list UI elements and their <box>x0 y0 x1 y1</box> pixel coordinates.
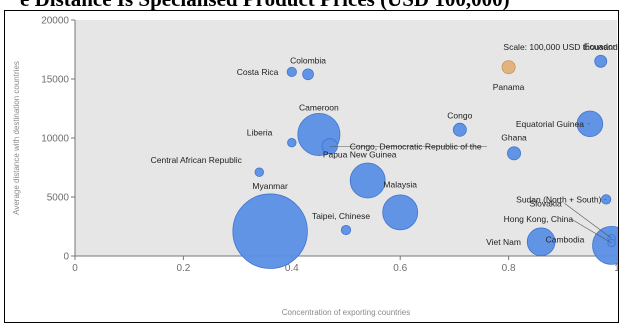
bubble <box>254 167 264 177</box>
y-tick-label: 20000 <box>41 16 69 27</box>
bubble-label: Sudan (North + South) <box>516 194 601 204</box>
plot-area <box>75 20 617 256</box>
x-tick-label: 1 <box>614 263 619 274</box>
bubble <box>594 54 608 68</box>
bubble-labels: Costa Rica Colombia Ecuador Panama Cameroon C… <box>151 41 618 247</box>
bubble <box>507 146 521 161</box>
x-tick-label: 0.4 <box>285 263 299 274</box>
bubble <box>340 224 352 236</box>
x-tick-label: 0 <box>72 263 78 274</box>
y-axis-title: Average distance with destination countr… <box>12 61 21 215</box>
bubble <box>501 60 516 75</box>
bubble-label: Slovakia <box>530 198 562 208</box>
bubble-label: Cambodia <box>546 234 585 244</box>
y-tick-label: 0 <box>63 252 69 263</box>
bubble <box>287 138 297 148</box>
bubble <box>349 162 386 199</box>
leader-line <box>564 203 612 239</box>
chart-frame: 0 0.2 0.4 0.6 0.8 1 0 5000 10000 15000 20000 Costa… <box>4 10 619 323</box>
x-tick-label: 0.2 <box>176 263 190 274</box>
bubble-label: Costa Rica <box>237 67 279 77</box>
bubble-label: Hong Kong, China <box>504 214 574 224</box>
scale-legend-label: Scale: 100,000 USD thousand <box>503 42 618 52</box>
bubble-label: Ecuador <box>584 41 616 51</box>
bubble-label: Taipei, Chinese <box>312 211 370 221</box>
bubbles <box>232 54 618 269</box>
x-tick-label: 0.8 <box>502 263 516 274</box>
bubble-label: Equatorial Guinea <box>516 119 584 129</box>
bubble-label: Liberia <box>247 128 273 138</box>
bubble <box>382 194 419 231</box>
bubble-label: Viet Nam <box>486 237 521 247</box>
bubble-label: Malaysia <box>383 179 417 189</box>
bubble <box>302 68 314 81</box>
x-tick-label: 0.6 <box>393 263 407 274</box>
bubble-label: Papua New Guinea <box>323 149 397 159</box>
bubble-label: Colombia <box>290 55 326 65</box>
x-axis-title: Concentration of exporting countries <box>282 308 411 317</box>
bubble <box>526 227 556 257</box>
bubble-label: Panama <box>493 82 525 92</box>
bubble-label: Congo <box>447 111 472 121</box>
page-header-text: e Distance Is Specialised Product Prices… <box>20 0 510 10</box>
bubble-label: Congo, Democratic Republic of the <box>350 141 482 151</box>
bubble-label: Ghana <box>501 132 527 142</box>
page-header-fragment: e Distance Is Specialised Product Prices… <box>0 0 621 10</box>
bubble <box>286 66 297 78</box>
bubble <box>232 193 308 269</box>
bubble-label: Myanmar <box>252 181 288 191</box>
bubble-label: Cameroon <box>299 102 339 112</box>
bubble-chart: 0 0.2 0.4 0.6 0.8 1 0 5000 10000 15000 20000 Costa… <box>12 16 619 317</box>
leader-line <box>571 218 612 244</box>
y-tick-label: 15000 <box>41 75 69 86</box>
y-tick-label: 10000 <box>41 134 69 145</box>
bubble-label: Central African Republic <box>151 155 243 165</box>
y-tick-label: 5000 <box>47 193 70 204</box>
bubble <box>452 122 467 137</box>
